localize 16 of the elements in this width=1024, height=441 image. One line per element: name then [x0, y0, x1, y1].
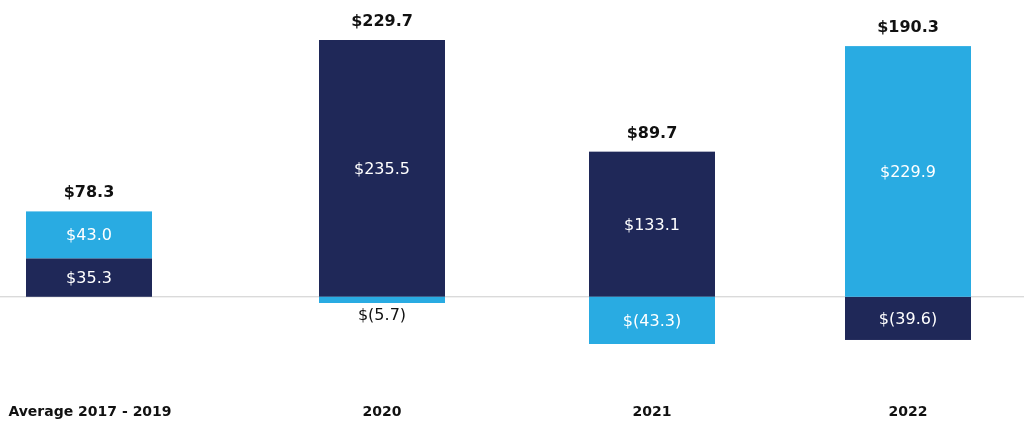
- x-tick-label: Average 2017 - 2019: [8, 403, 172, 419]
- data-label: $(43.3): [622, 310, 682, 330]
- x-tick-label: 2020: [362, 403, 402, 419]
- x-tick-label: 2021: [632, 403, 672, 419]
- data-label: $235.5: [354, 158, 410, 178]
- data-label: $(39.6): [878, 308, 938, 328]
- data-label: $35.3: [66, 268, 112, 288]
- x-tick-label: 2022: [888, 403, 928, 419]
- total-label: $190.3: [877, 17, 939, 37]
- total-label: $89.7: [626, 122, 678, 142]
- data-label: $43.0: [66, 225, 112, 245]
- data-label: $(5.7): [357, 304, 407, 324]
- data-label: $229.9: [880, 161, 936, 181]
- data-label: $133.1: [624, 214, 680, 234]
- total-label: $78.3: [63, 182, 115, 202]
- total-label: $229.7: [351, 11, 413, 30]
